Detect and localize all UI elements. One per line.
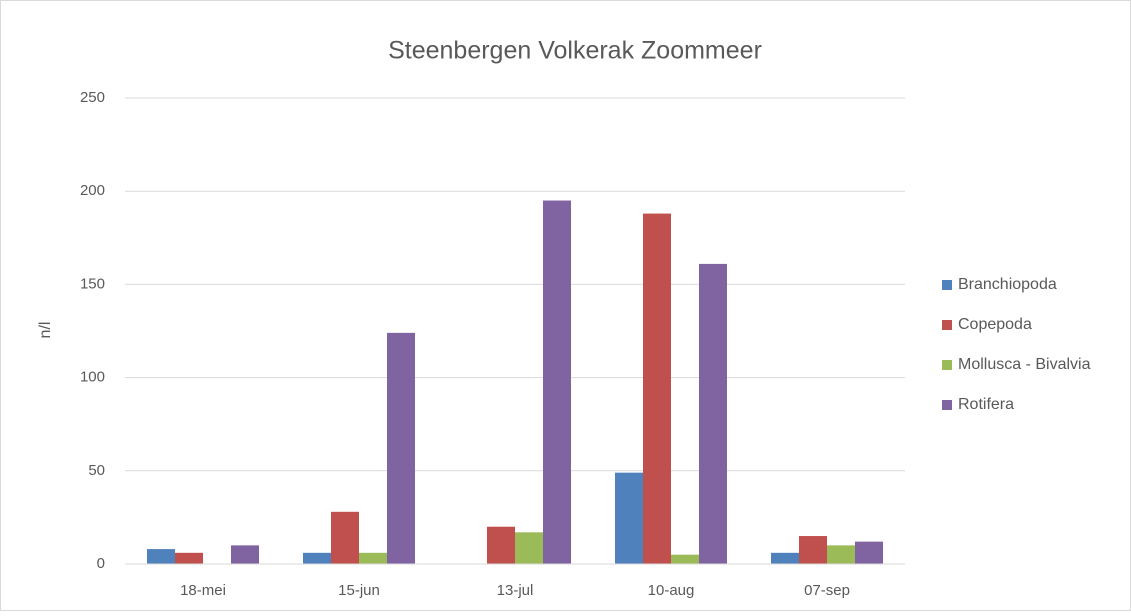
bar [175, 552, 203, 564]
legend-swatch [942, 360, 952, 370]
bar [615, 472, 643, 564]
legend-label: Copepoda [958, 316, 1032, 333]
bar [487, 526, 515, 564]
y-tick-label: 0 [97, 555, 105, 572]
legend-label: Mollusca - Bivalvia [958, 356, 1091, 373]
x-tick-label: 15-jun [338, 582, 380, 599]
y-tick-label: 250 [80, 89, 105, 106]
legend-label: Branchiopoda [958, 276, 1057, 293]
bar [331, 511, 359, 564]
legend-swatch [942, 320, 952, 330]
y-tick-label: 200 [80, 182, 105, 199]
bar [771, 552, 799, 564]
x-tick-label: 13-jul [497, 582, 534, 599]
bar [515, 532, 543, 564]
bar [827, 545, 855, 564]
bar [359, 552, 387, 564]
x-tick-label: 18-mei [180, 582, 226, 599]
y-axis-label: n/l [37, 322, 54, 339]
bar [231, 545, 259, 564]
x-tick-label: 10-aug [648, 582, 695, 599]
bar [643, 213, 671, 564]
bar [303, 552, 331, 564]
bar [855, 541, 883, 564]
bar [799, 536, 827, 564]
bar [387, 332, 415, 564]
legend-label: Rotifera [958, 396, 1014, 413]
legend-swatch [942, 280, 952, 290]
y-tick-label: 150 [80, 275, 105, 292]
chart-title: Steenbergen Volkerak Zoommeer [388, 37, 762, 65]
bar [699, 263, 727, 564]
x-tick-label: 07-sep [804, 582, 850, 599]
y-tick-label: 50 [88, 462, 105, 479]
bar [543, 200, 571, 564]
bar [147, 549, 175, 564]
legend-swatch [942, 400, 952, 410]
y-tick-label: 100 [80, 369, 105, 386]
bar [671, 554, 699, 564]
